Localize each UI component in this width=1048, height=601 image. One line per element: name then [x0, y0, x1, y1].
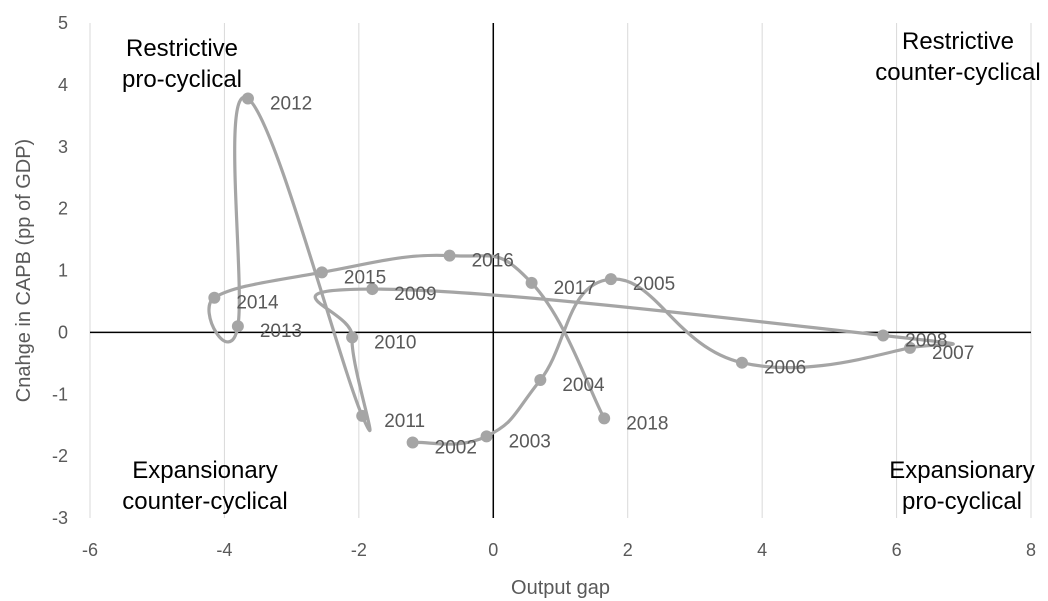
data-point [315, 266, 328, 279]
y-tick-label: 0 [58, 322, 68, 342]
data-point [735, 356, 748, 369]
data-point [208, 291, 221, 304]
data-label: 2008 [905, 330, 947, 351]
data-label: 2011 [384, 411, 425, 432]
x-tick-label: 8 [1026, 540, 1036, 560]
y-tick-label: 4 [58, 75, 68, 95]
data-point [598, 412, 611, 425]
data-point [904, 341, 917, 354]
quadrant-top-left-line-1: Restrictive [126, 35, 238, 62]
y-tick-label: -2 [52, 446, 68, 466]
data-label: 2005 [633, 274, 675, 295]
x-tick-label: 2 [623, 540, 633, 560]
data-point [356, 409, 369, 422]
x-tick-label: 0 [488, 540, 498, 560]
data-point [346, 331, 359, 344]
data-label: 2010 [374, 332, 416, 353]
data-point [525, 276, 538, 289]
x-tick-label: -2 [351, 540, 367, 560]
data-point [480, 430, 493, 443]
data-label: 2007 [932, 343, 974, 364]
quadrant-top-right-line-1: Restrictive [902, 28, 1014, 55]
quadrant-bottom-right-line-1: Expansionary [889, 457, 1034, 484]
data-label: 2006 [764, 358, 806, 379]
quadrant-bottom-left-line-2: counter-cyclical [122, 488, 287, 515]
data-label: 2017 [554, 278, 596, 299]
quadrant-top-right-line-2: counter-cyclical [875, 59, 1040, 86]
quadrant-bottom-left-line-1: Expansionary [132, 457, 277, 484]
data-label: 2002 [435, 438, 477, 459]
x-tick-label: -6 [82, 540, 98, 560]
data-point [241, 92, 254, 105]
quadrant-bottom-right-line-2: pro-cyclical [902, 488, 1022, 515]
data-point [604, 273, 617, 286]
data-label: 2014 [236, 293, 279, 314]
y-axis-title: Cnahge in CAPB (pp of GDP) [13, 139, 35, 402]
y-tick-label: -1 [52, 384, 68, 404]
data-label: 2018 [626, 413, 668, 434]
x-tick-label: 4 [757, 540, 767, 560]
data-point [877, 329, 890, 342]
y-tick-label: 1 [58, 261, 68, 281]
y-tick-label: 2 [58, 199, 68, 219]
x-tick-label: 6 [892, 540, 902, 560]
data-label: 2009 [394, 284, 436, 305]
data-label: 2016 [472, 251, 514, 272]
y-tick-label: -3 [52, 508, 68, 528]
data-point [406, 436, 419, 449]
y-tick-label: 5 [58, 13, 68, 33]
y-tick-label: 3 [58, 137, 68, 157]
data-label: 2004 [562, 375, 605, 396]
quadrant-top-left-line-2: pro-cyclical [122, 66, 242, 93]
data-point [443, 249, 456, 262]
data-point [366, 283, 379, 296]
data-label: 2003 [509, 431, 551, 452]
x-tick-label: -4 [216, 540, 232, 560]
x-axis-title: Output gap [511, 577, 610, 599]
data-point [231, 320, 244, 333]
data-label: 2013 [260, 321, 302, 342]
data-label: 2015 [344, 267, 386, 288]
data-label: 2012 [270, 93, 312, 114]
data-point [534, 374, 547, 387]
